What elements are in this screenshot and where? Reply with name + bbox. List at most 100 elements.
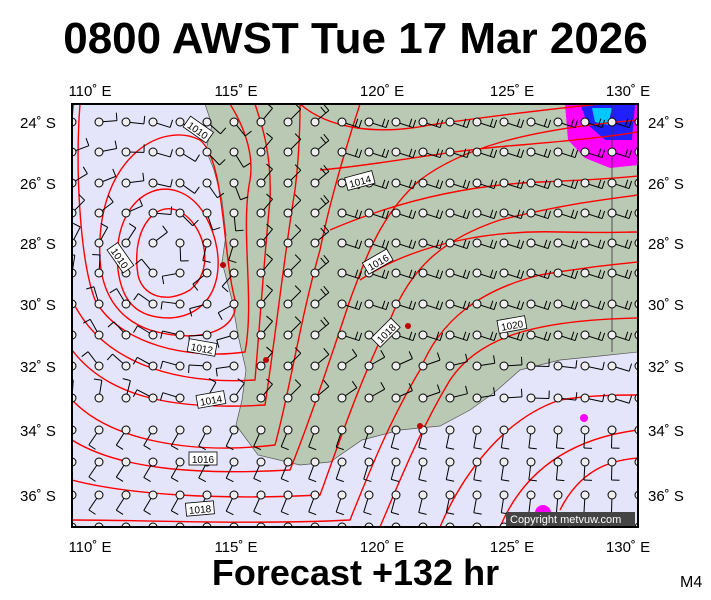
wind-barb (225, 457, 239, 483)
wind-barb (364, 147, 390, 159)
wind-barb (115, 425, 131, 450)
wind-barb (580, 361, 605, 371)
lat-label: 30˚ S (648, 297, 684, 314)
wind-barb (526, 117, 552, 129)
wind-barb (526, 358, 550, 371)
wind-barb (202, 208, 221, 231)
wind-barb (175, 238, 189, 262)
wind-barb (170, 457, 185, 483)
wind-barb (390, 457, 401, 482)
wind-barb (308, 490, 320, 516)
lon-label: 125˚ E (490, 83, 534, 100)
wind-barb (337, 208, 363, 220)
wind-barb (418, 490, 428, 515)
wind-barb (445, 490, 455, 515)
lon-label: 130˚ E (606, 539, 650, 556)
lon-label: 110˚ E (68, 83, 111, 100)
wind-barb (94, 222, 109, 248)
wind-barb (132, 356, 158, 371)
wind-barb (229, 178, 249, 201)
map-title: 0800 AWST Tue 17 Mar 2026 (63, 14, 648, 63)
wind-barb (553, 457, 565, 482)
wind-barb (363, 490, 374, 516)
wind-barb (135, 258, 158, 278)
wind-barb (88, 490, 104, 515)
city-marker (263, 357, 269, 363)
wind-barb (94, 112, 118, 127)
wind-barb (256, 193, 273, 218)
wind-barb (472, 268, 498, 280)
wind-barb (445, 353, 468, 371)
wind-barb (160, 330, 185, 340)
wind-barbs (72, 104, 638, 527)
lat-label: 30˚ S (20, 297, 56, 314)
wind-barb (445, 299, 471, 311)
wind-barb (418, 330, 444, 342)
wind-barb (607, 268, 633, 280)
wind-barb (391, 351, 413, 371)
wind-barb (192, 268, 212, 291)
wind-barb (472, 330, 498, 342)
wind-barb (391, 147, 417, 159)
city-marker (405, 323, 411, 329)
model-code: M4 (680, 574, 703, 591)
wind-barb (553, 360, 578, 371)
wind-barb (175, 178, 200, 194)
wind-barb (310, 286, 330, 309)
wind-barb (148, 225, 168, 248)
wind-barb (148, 147, 173, 158)
isobar (72, 104, 361, 449)
wind-barb (115, 490, 131, 515)
wind-barb (159, 392, 185, 403)
wind-barb (143, 425, 158, 450)
isobar (136, 208, 206, 298)
lon-label: 120˚ E (360, 539, 404, 556)
wind-barb (225, 425, 239, 451)
wind-barb (217, 299, 239, 320)
wind-barb (580, 490, 592, 514)
isobar-label: 1014 (195, 390, 227, 409)
wind-barb (256, 315, 273, 340)
lon-label: 130˚ E (606, 83, 650, 100)
wind-barb (499, 356, 523, 371)
wind-barb (553, 425, 565, 450)
lat-label: 26˚ S (648, 176, 684, 193)
wind-barb (607, 178, 633, 190)
wind-barb (526, 178, 552, 190)
wind-barb (391, 208, 417, 220)
wind-barb (106, 353, 131, 371)
wind-barb (81, 351, 104, 371)
wind-barb (391, 299, 417, 311)
wind-barb (526, 208, 552, 220)
wind-barb (364, 381, 386, 403)
wind-barb (445, 238, 471, 250)
wind-barb (283, 254, 302, 278)
copyright-box (506, 512, 635, 526)
isobar-label: 1018 (185, 500, 215, 517)
wind-barb (280, 457, 293, 483)
wind-barb (499, 178, 525, 190)
wind-barb (253, 425, 266, 451)
wind-barb (553, 208, 579, 220)
wind-barb (364, 238, 390, 250)
wind-barb (188, 361, 212, 374)
wind-barb (445, 457, 455, 482)
wind-barb (418, 299, 444, 311)
wind-barb (310, 380, 330, 403)
isobar (299, 104, 601, 131)
wind-barb (337, 117, 363, 129)
wind-barb (445, 425, 455, 450)
wind-barb (499, 208, 525, 220)
wind-barb (161, 268, 185, 285)
wind-barb (553, 117, 579, 129)
wind-barb (189, 299, 212, 317)
wind-barb (418, 178, 444, 190)
wind-barb (607, 208, 633, 220)
wind-barb (472, 425, 482, 450)
wind-barb (364, 299, 390, 311)
wind-barb (580, 425, 592, 449)
wind-barb (216, 330, 239, 348)
wind-barb (310, 225, 330, 248)
isobar-value: 1014 (199, 394, 223, 409)
